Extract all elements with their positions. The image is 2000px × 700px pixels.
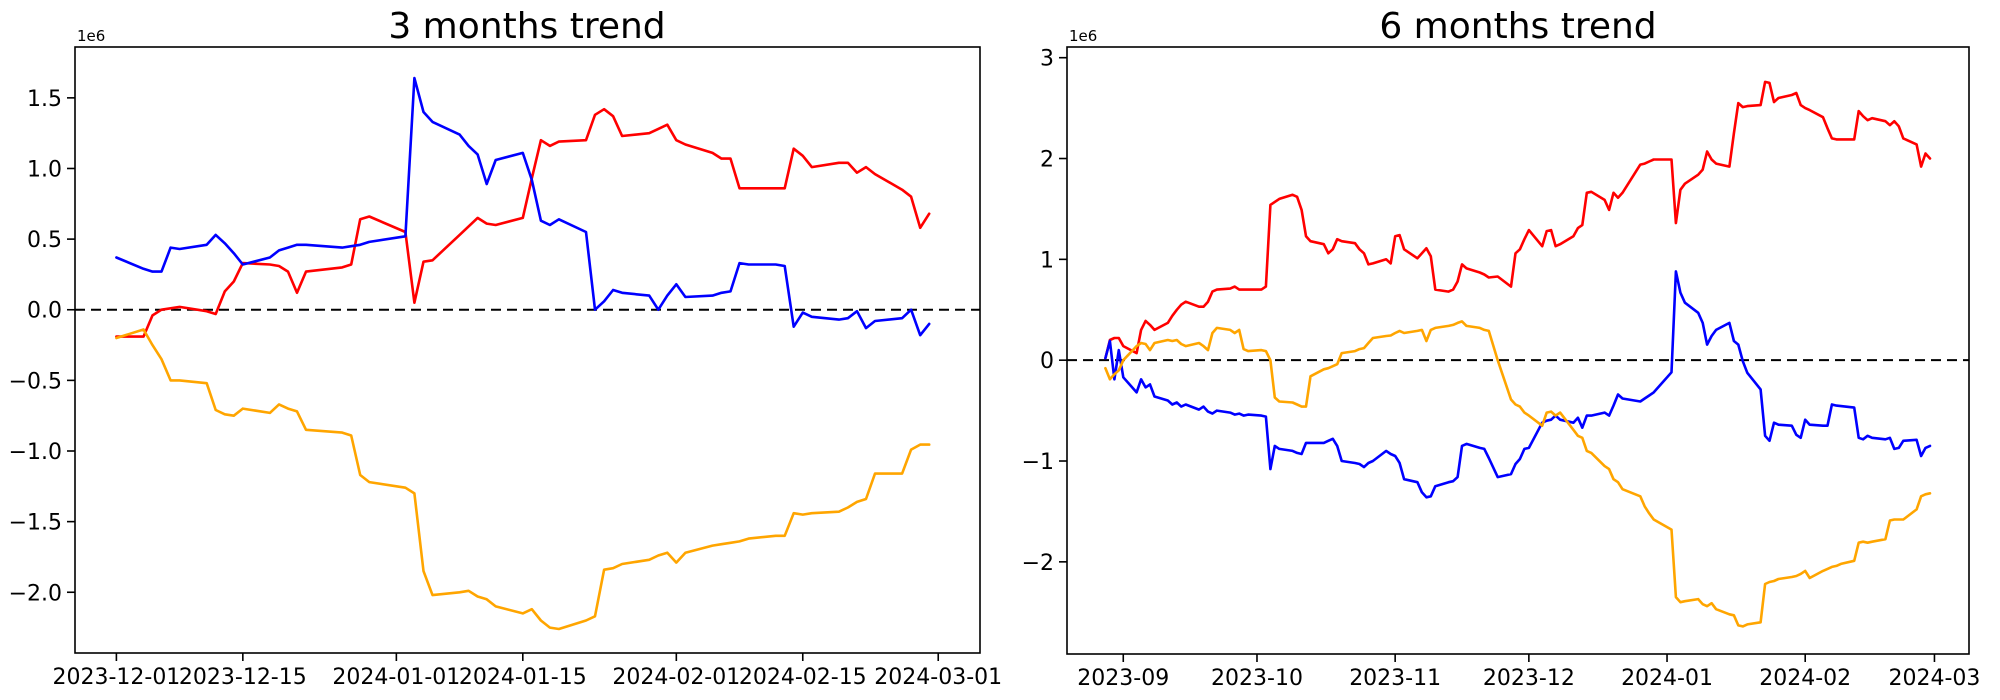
y-tick-label: 1 (1040, 248, 1054, 273)
left-chart-title: 3 months trend (388, 6, 665, 47)
y-tick-label: 1.0 (27, 157, 62, 182)
y-tick-label: −2.0 (9, 581, 62, 606)
x-tick-label: 2023-12-15 (179, 665, 307, 690)
y-tick-label: −1.0 (9, 440, 62, 465)
y-tick-label: −0.5 (9, 369, 62, 394)
y-tick-label: −1.5 (9, 511, 62, 536)
y-tick-label: 2 (1040, 148, 1054, 173)
series-line-orange (1104, 320, 1932, 628)
y-tick-label: 0.0 (27, 299, 62, 324)
series-line-blue (115, 76, 931, 337)
x-tick-label: 2024-01 (1621, 666, 1713, 691)
x-tick-label: 2024-03 (1888, 666, 1980, 691)
series-line-red (115, 107, 931, 338)
x-tick-label: 2024-01-15 (459, 665, 587, 690)
x-tick-label: 2023-12 (1483, 666, 1575, 691)
y-tick-label: −1 (1022, 450, 1054, 475)
y-tick-label: 1.5 (27, 87, 62, 112)
series-line-orange (115, 328, 931, 631)
x-tick-label: 2024-02 (1759, 666, 1851, 691)
y-tick-label: 3 (1040, 47, 1054, 72)
axes-frame (1066, 46, 1970, 655)
x-tick-label: 2023-10 (1211, 666, 1303, 691)
y-tick-label: 0 (1040, 349, 1054, 374)
x-tick-label: 2024-03-01 (874, 665, 1002, 690)
axes-frame (74, 46, 981, 654)
x-tick-label: 2024-02-15 (739, 665, 867, 690)
left-y-axis-offset-label: 1e6 (77, 27, 105, 45)
x-tick-label: 2024-01-01 (332, 665, 460, 690)
right-chart-title: 6 months trend (1379, 6, 1656, 47)
x-tick-label: 2023-09 (1077, 666, 1169, 691)
x-tick-label: 2023-11 (1349, 666, 1441, 691)
y-tick-label: 0.5 (27, 228, 62, 253)
right-y-axis-offset-label: 1e6 (1069, 27, 1097, 45)
x-tick-label: 2024-02-01 (612, 665, 740, 690)
series-line-blue (1104, 270, 1932, 499)
y-tick-label: −2 (1022, 551, 1054, 576)
series-line-red (1104, 80, 1932, 360)
x-tick-label: 2023-12-01 (52, 665, 180, 690)
